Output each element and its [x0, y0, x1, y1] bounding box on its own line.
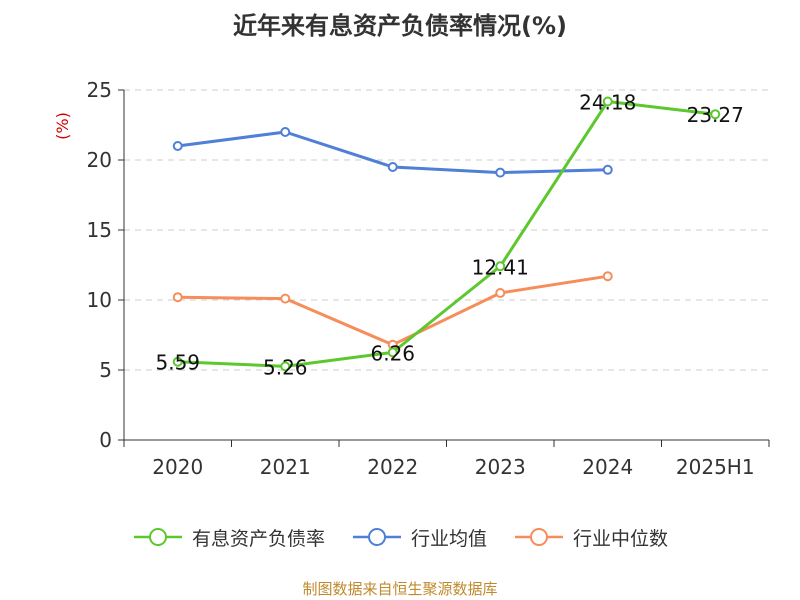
- data-point: [172, 141, 183, 151]
- data-point: [172, 356, 183, 367]
- x-tick-label: 2022: [367, 455, 418, 479]
- legend-item-debt-ratio[interactable]: 有息资产负债率: [132, 524, 325, 551]
- data-label: 24.18: [579, 90, 636, 114]
- data-labels: 5.59 5.26 6.26 12.41 24.18 23.27: [155, 90, 743, 379]
- data-label: 6.26: [370, 341, 415, 365]
- data-point: [172, 292, 183, 303]
- y-tick-label: 25: [87, 78, 112, 102]
- legend-marker-blue: [352, 528, 401, 546]
- data-label: 5.59: [155, 351, 200, 375]
- data-point: [495, 261, 506, 272]
- x-tick-label: 2021: [260, 455, 311, 479]
- data-point: [280, 127, 291, 137]
- data-label: 12.41: [472, 255, 529, 279]
- data-point: [602, 164, 613, 175]
- data-point: [602, 271, 613, 282]
- data-point: [387, 162, 398, 172]
- y-tick-label: 20: [87, 148, 112, 172]
- y-tick-label: 15: [87, 218, 112, 242]
- x-tick-label: 2020: [152, 455, 203, 479]
- data-point: [387, 347, 398, 358]
- source-note: 制图数据来自恒生聚源数据库: [302, 580, 498, 598]
- series-lines: [172, 96, 721, 372]
- legend: 有息资产负债率 行业均值 行业中位数: [0, 519, 800, 555]
- legend-label-debt-ratio: 有息资产负债率: [191, 527, 325, 550]
- axes: 0 5 10 15 20 25 2020 2021 2022 2023 2024 2025H1: [87, 78, 770, 479]
- data-point: [602, 96, 613, 107]
- legend-item-industry-avg[interactable]: 行业均值: [351, 524, 487, 551]
- grid-lines: [124, 89, 769, 371]
- x-tick-label: 2024: [582, 455, 633, 479]
- legend-marker-green: [133, 528, 182, 546]
- x-tick-label: 2025H1: [676, 455, 755, 479]
- data-point: [495, 288, 506, 298]
- y-axis-label: (%): [53, 112, 72, 140]
- data-point: [280, 361, 291, 372]
- legend-item-industry-median[interactable]: 行业中位数: [513, 524, 668, 551]
- chart-title: 近年来有息资产负债率情况(%): [233, 12, 567, 40]
- y-tick-label: 5: [99, 358, 112, 382]
- data-point: [495, 167, 506, 178]
- y-tick-label: 10: [87, 288, 112, 312]
- x-tick-label: 2023: [475, 455, 526, 479]
- series-line: [177, 274, 608, 347]
- y-tick-label: 0: [99, 428, 112, 452]
- data-label: 23.27: [687, 103, 744, 127]
- data-point: [710, 109, 721, 120]
- data-label: 5.26: [263, 355, 308, 379]
- legend-label-industry-median: 行业中位数: [573, 527, 669, 550]
- legend-marker-orange: [515, 528, 563, 546]
- legend-label-industry-avg: 行业均值: [410, 527, 487, 550]
- data-point: [280, 293, 291, 304]
- series-line: [177, 99, 716, 368]
